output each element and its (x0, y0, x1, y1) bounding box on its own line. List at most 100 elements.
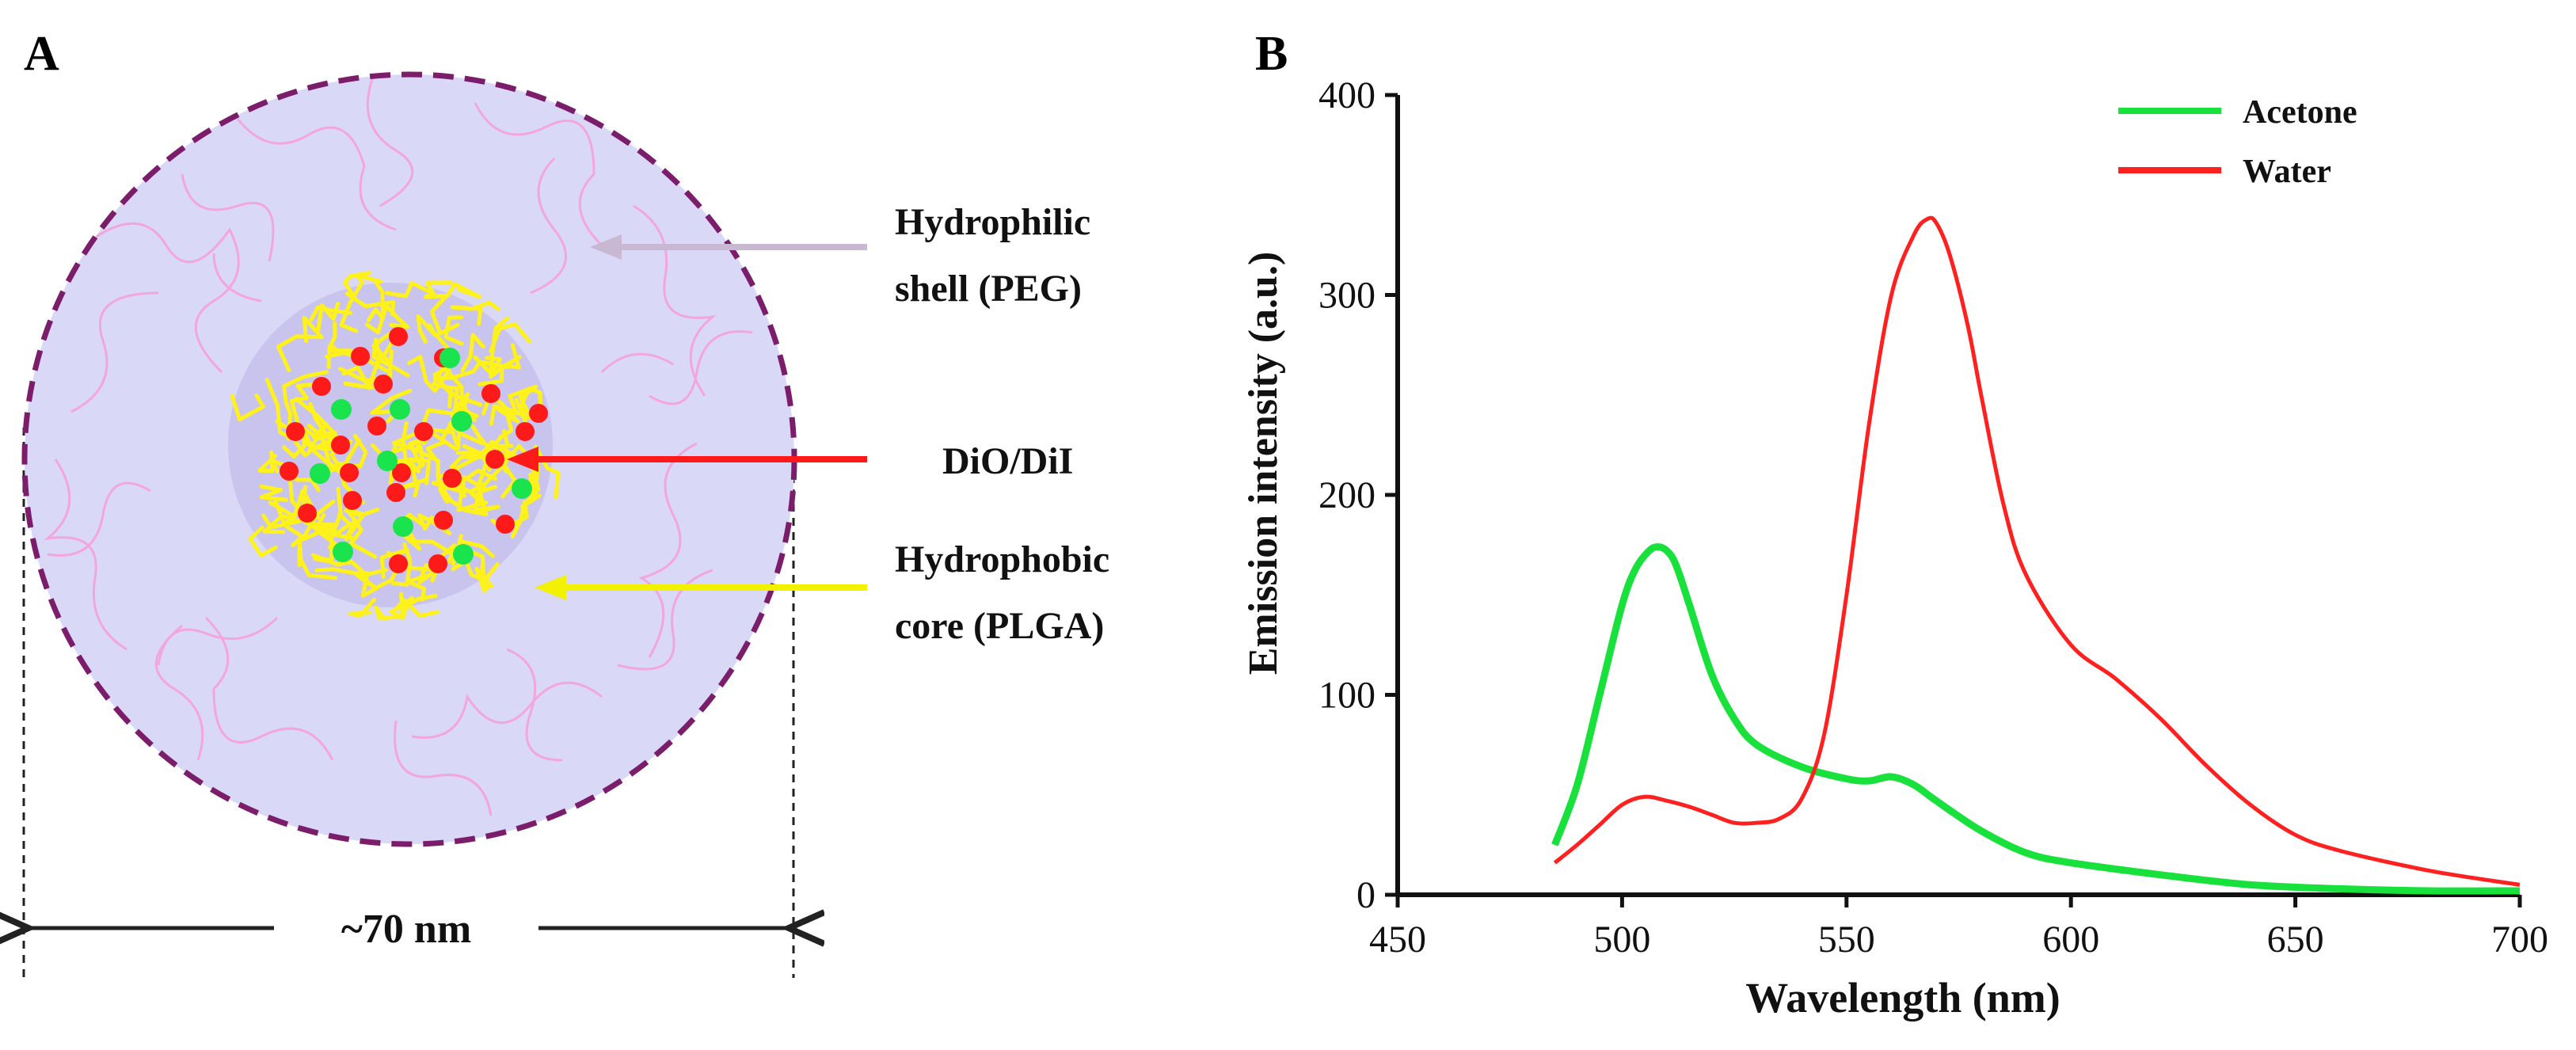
dii-dye-dot (414, 422, 433, 441)
plga-strand (424, 294, 460, 336)
plga-strand (432, 332, 454, 396)
peg-strands (43, 78, 753, 816)
plga-strand (400, 477, 428, 498)
dii-dye-dot (389, 327, 408, 346)
plga-strand (268, 489, 307, 527)
y-tick-label: 100 (1318, 675, 1376, 717)
y-tick-label: 200 (1318, 474, 1376, 516)
dye-pointer-arrow (507, 447, 867, 472)
panel-a-label: A (24, 27, 59, 81)
plga-strand (297, 538, 338, 580)
plga-strand (416, 314, 438, 344)
plga-strand (390, 542, 413, 587)
x-tick-label: 650 (2267, 919, 2324, 961)
hydrophobic-core-plga (230, 271, 561, 621)
shell-label-line-2: shell (PEG) (895, 268, 1082, 310)
dii-dye-dot (286, 422, 305, 441)
dii-dye-dot (496, 515, 515, 534)
dio-dye-dot (333, 542, 353, 562)
peg-strand (181, 173, 275, 262)
plga-strand (230, 393, 265, 422)
x-tick-label: 500 (1593, 919, 1650, 961)
dii-dye-dot (340, 463, 359, 482)
peg-strand (649, 330, 753, 405)
chart-series (1551, 215, 2521, 895)
peg-strand (70, 291, 159, 413)
plga-strand (282, 370, 329, 441)
panel-a-nanoparticle-diagram: A Hydrophilic shell (PEG) DiO/DiI Hy (24, 27, 1109, 978)
plga-strand (314, 560, 368, 576)
shell-label-line-1: Hydrophilic (895, 201, 1090, 243)
peg-strand (530, 157, 567, 295)
peg-strand (204, 616, 334, 761)
plga-strand (276, 315, 324, 372)
chart-ticks: 450 500 550 600 650 700 0 100 200 300 400 (1318, 74, 2548, 961)
dii-dye-dot (367, 417, 386, 436)
dii-dye-dot (481, 384, 500, 403)
peg-strand (617, 569, 713, 671)
dio-dye-dot (512, 478, 532, 499)
peg-strand (638, 442, 698, 658)
x-tick-label: 700 (2491, 919, 2548, 961)
shell-pointer-arrow (590, 234, 867, 260)
dio-dye-dot (331, 399, 352, 420)
plga-strand (310, 522, 340, 548)
dio-dye-dot (451, 411, 472, 432)
y-axis-title: Emission intensity (a.u.) (1241, 252, 1286, 675)
dio-dye-dot (390, 399, 410, 420)
dii-dye-dot (280, 462, 299, 481)
dio-dye-dot (377, 451, 398, 471)
peg-strand (633, 204, 717, 397)
size-label: ~70 nm (341, 907, 471, 952)
dii-dye-dot (386, 483, 405, 502)
size-scale-bar: ~70 nm (29, 907, 789, 952)
plga-strand (341, 356, 382, 390)
legend-label-water: Water (2243, 154, 2331, 190)
plga-strand (316, 301, 341, 332)
plga-strand (379, 548, 409, 580)
dii-dye-dot (485, 450, 504, 469)
plga-strand (514, 386, 543, 424)
plga-strand (389, 593, 438, 620)
x-tick-label: 600 (2042, 919, 2099, 961)
core-label-line-2: core (PLGA) (895, 605, 1104, 647)
dii-dye-dot (331, 436, 350, 455)
dio-dye-dot (439, 348, 460, 368)
dio-dii-dye-dots (280, 327, 548, 573)
chart-axes (1395, 95, 2520, 897)
dii-dye-dot (516, 422, 535, 441)
dii-dye-dot (343, 491, 362, 510)
plga-strand (498, 386, 538, 439)
y-tick-label: 0 (1356, 874, 1376, 916)
peg-strand (411, 681, 603, 739)
plga-strand (481, 450, 542, 509)
plga-strand (489, 321, 531, 353)
legend-label-acetone: Acetone (2243, 94, 2357, 131)
x-tick-label: 450 (1369, 919, 1426, 961)
plga-strand (348, 597, 376, 618)
dii-dye-dot (312, 377, 331, 396)
x-tick-label: 550 (1818, 919, 1875, 961)
peg-strand (94, 222, 240, 374)
y-tick-label: 400 (1318, 74, 1376, 116)
core-label-line-1: Hydrophobic (895, 538, 1109, 580)
plga-strand (409, 563, 439, 584)
peg-strand (47, 481, 151, 557)
plga-strand (478, 355, 522, 386)
dii-dye-dot (529, 404, 548, 423)
peg-strand (212, 253, 262, 302)
plga-strand (432, 360, 510, 381)
dii-dye-dot (351, 347, 370, 366)
peg-strand (474, 102, 603, 247)
plga-strand (344, 508, 365, 542)
plga-strand (385, 280, 453, 299)
dii-dye-dot (389, 554, 408, 573)
plga-strand (467, 443, 537, 507)
plga-strand (460, 333, 485, 373)
plga-strand (485, 316, 510, 379)
peg-strand (600, 352, 674, 374)
plga-strand (391, 432, 454, 504)
panel-b-label: B (1255, 27, 1288, 81)
plga-strand (343, 271, 371, 302)
core-pointer-arrow (535, 575, 867, 600)
